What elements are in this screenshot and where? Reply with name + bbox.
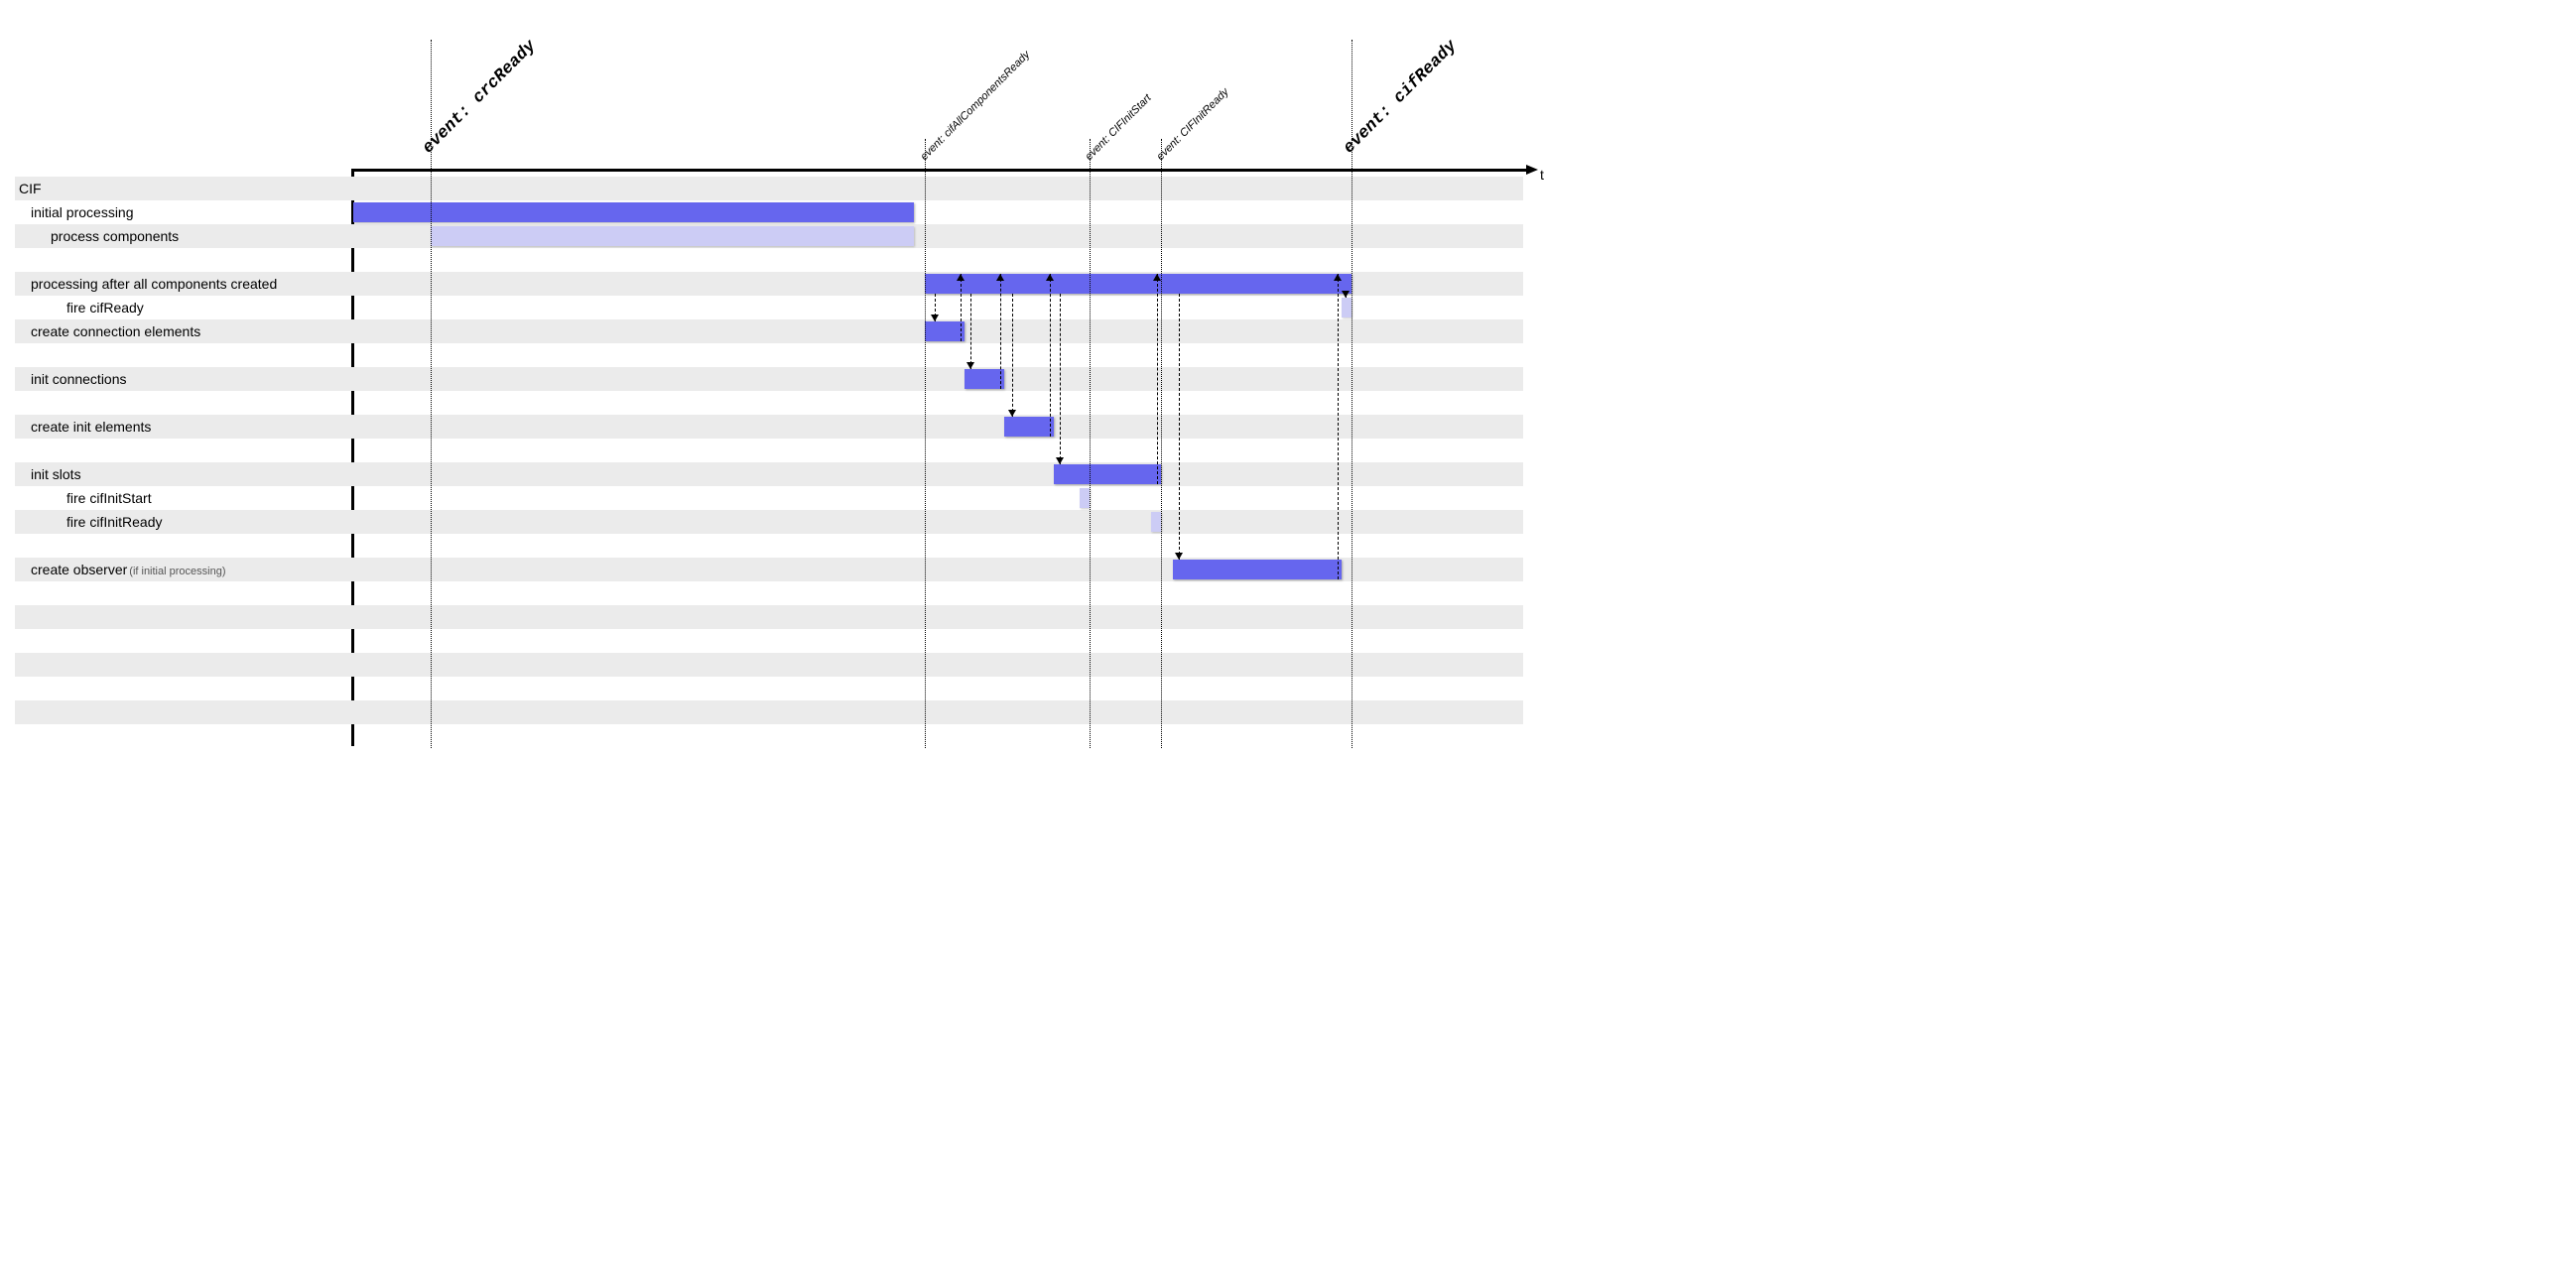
row: CIF bbox=[15, 177, 1523, 200]
row-label bbox=[15, 728, 19, 744]
gantt-bar bbox=[1054, 464, 1161, 484]
arrowhead-up-icon bbox=[1046, 274, 1054, 281]
row: fire cifInitReady bbox=[15, 510, 1523, 534]
gantt-bar bbox=[1151, 512, 1161, 532]
row-label: CIF bbox=[15, 181, 42, 196]
row-label: create init elements bbox=[15, 419, 151, 435]
row bbox=[15, 677, 1523, 700]
event-label: event: crcReady bbox=[420, 37, 541, 158]
row-label bbox=[15, 704, 19, 720]
dependency-arrow bbox=[1157, 274, 1158, 484]
row-label bbox=[15, 395, 19, 411]
row-label bbox=[15, 633, 19, 649]
row-label: fire cifInitStart bbox=[15, 490, 152, 506]
arrowhead-down-icon bbox=[1342, 291, 1350, 298]
row: init connections bbox=[15, 367, 1523, 391]
row-label: init slots bbox=[15, 466, 81, 482]
arrowhead-down-icon bbox=[1175, 553, 1183, 560]
row: create init elements bbox=[15, 415, 1523, 439]
row-label bbox=[15, 252, 19, 268]
gantt-chart: t CIFinitial processingprocess component… bbox=[10, 10, 1534, 744]
arrowhead-down-icon bbox=[931, 315, 939, 321]
arrowhead-up-icon bbox=[996, 274, 1004, 281]
row-label: create connection elements bbox=[15, 323, 200, 339]
row bbox=[15, 700, 1523, 724]
gantt-bar bbox=[925, 274, 1352, 294]
dependency-arrow bbox=[1012, 294, 1013, 417]
axis-arrow bbox=[1526, 165, 1538, 175]
row-label bbox=[15, 609, 19, 625]
event-line bbox=[1090, 139, 1091, 748]
row-label: process components bbox=[15, 228, 179, 244]
arrowhead-up-icon bbox=[1334, 274, 1342, 281]
row bbox=[15, 343, 1523, 367]
row-label: fire cifInitReady bbox=[15, 514, 162, 530]
dependency-arrow bbox=[970, 294, 971, 369]
row-label: processing after all components created bbox=[15, 276, 277, 292]
gantt-bar bbox=[353, 202, 914, 222]
row-label bbox=[15, 657, 19, 673]
row-label: init connections bbox=[15, 371, 127, 387]
gantt-bar bbox=[965, 369, 1004, 389]
arrowhead-up-icon bbox=[1153, 274, 1161, 281]
row bbox=[15, 534, 1523, 558]
row bbox=[15, 248, 1523, 272]
event-line bbox=[1161, 139, 1162, 748]
event-label: event: cifAllComponentsReady bbox=[919, 49, 1033, 163]
row-label bbox=[15, 443, 19, 458]
gantt-bar bbox=[1342, 298, 1352, 317]
rows-container: CIF initial processing process components p… bbox=[15, 177, 1523, 748]
event-line bbox=[925, 139, 926, 748]
row-label: initial processing bbox=[15, 204, 134, 220]
gantt-bar bbox=[925, 321, 965, 341]
row: fire cifInitStart bbox=[15, 486, 1523, 510]
arrowhead-down-icon bbox=[1008, 410, 1016, 417]
row: fire cifReady bbox=[15, 296, 1523, 319]
dependency-arrow bbox=[1050, 274, 1051, 437]
row bbox=[15, 653, 1523, 677]
row-label: fire cifReady bbox=[15, 300, 144, 316]
dependency-arrow bbox=[1179, 294, 1180, 560]
gantt-bar bbox=[1080, 488, 1090, 508]
dependency-arrow bbox=[961, 274, 962, 341]
dependency-arrow bbox=[1338, 274, 1339, 579]
row bbox=[15, 581, 1523, 605]
event-label: event: CIFInitStart bbox=[1084, 92, 1154, 163]
row-label: create observer bbox=[15, 562, 127, 577]
event-label: event: cifReady bbox=[1341, 37, 1462, 158]
gantt-bar bbox=[1173, 560, 1342, 579]
row-label bbox=[15, 538, 19, 554]
gantt-bar bbox=[1004, 417, 1054, 437]
row-label bbox=[15, 347, 19, 363]
row bbox=[15, 439, 1523, 462]
dependency-arrow bbox=[1000, 274, 1001, 389]
row-sublabel: (if initial processing) bbox=[127, 566, 225, 577]
event-label: event: CIFInitReady bbox=[1155, 86, 1231, 163]
arrowhead-down-icon bbox=[1056, 457, 1064, 464]
row bbox=[15, 391, 1523, 415]
arrowhead-down-icon bbox=[966, 362, 974, 369]
dependency-arrow bbox=[1060, 294, 1061, 464]
row-label bbox=[15, 585, 19, 601]
row: init slots bbox=[15, 462, 1523, 486]
row-label bbox=[15, 681, 19, 696]
axis-label-t: t bbox=[1540, 167, 1544, 183]
arrowhead-up-icon bbox=[957, 274, 965, 281]
row bbox=[15, 605, 1523, 629]
row bbox=[15, 629, 1523, 653]
row: create connection elements bbox=[15, 319, 1523, 343]
row bbox=[15, 724, 1523, 748]
gantt-bar bbox=[431, 226, 914, 246]
